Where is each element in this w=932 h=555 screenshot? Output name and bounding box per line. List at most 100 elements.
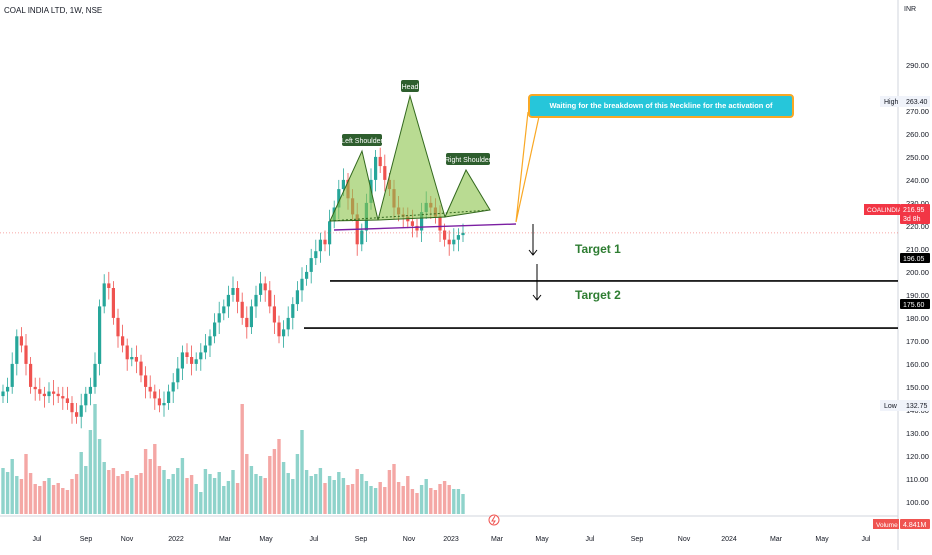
candle-body bbox=[323, 239, 327, 245]
volume-bar bbox=[97, 439, 102, 514]
time-tick-label: Jul bbox=[862, 536, 871, 543]
candle-body bbox=[249, 306, 253, 328]
volume-bar bbox=[277, 439, 281, 514]
volume-bar bbox=[369, 486, 373, 514]
candle-body bbox=[176, 368, 180, 383]
volume-bar bbox=[442, 481, 447, 514]
volume-bar bbox=[162, 470, 166, 514]
volume-bar bbox=[281, 462, 286, 514]
price-tick-label: 200.00 bbox=[906, 268, 929, 277]
volume-bar bbox=[47, 478, 51, 514]
volume-bar bbox=[410, 489, 415, 514]
volume-bar bbox=[245, 454, 249, 514]
volume-bar bbox=[208, 474, 212, 514]
candle-body bbox=[157, 398, 161, 406]
volume-bar bbox=[304, 470, 309, 514]
volume-bar bbox=[5, 472, 10, 514]
time-tick-label: Sep bbox=[80, 536, 93, 543]
time-tick-label: Mar bbox=[491, 536, 504, 543]
right-shoulder-label-box bbox=[446, 153, 490, 165]
candle-body bbox=[254, 294, 258, 307]
volume-bar bbox=[396, 482, 401, 514]
lightning-glyph bbox=[491, 515, 496, 525]
neckline-callout: Waiting for the breakdown of this Neckli… bbox=[528, 94, 794, 130]
volume-bar bbox=[65, 490, 70, 514]
candle-body bbox=[341, 179, 345, 190]
volume-bar bbox=[157, 466, 162, 514]
volume-bar bbox=[254, 474, 258, 514]
volume-bar bbox=[314, 474, 318, 514]
last-price-badge-text: 216.95 bbox=[903, 207, 925, 214]
volume-bar bbox=[309, 476, 313, 514]
volume-bar bbox=[231, 470, 235, 514]
candle-body bbox=[79, 405, 83, 417]
volume-bar bbox=[258, 476, 263, 514]
low-label: Low bbox=[884, 403, 898, 410]
volume-bar bbox=[28, 473, 33, 514]
volume-bar bbox=[383, 487, 387, 514]
volume-bar bbox=[406, 476, 410, 514]
head-label-box bbox=[401, 80, 419, 92]
volume-bar bbox=[143, 449, 148, 514]
time-tick-label: 2022 bbox=[168, 536, 184, 543]
candle-body bbox=[447, 239, 451, 245]
candle-body bbox=[245, 317, 249, 328]
candle-body bbox=[461, 232, 465, 236]
candle-body bbox=[19, 336, 23, 346]
neckline bbox=[333, 223, 517, 231]
volume-bar bbox=[203, 469, 208, 514]
volume-bar bbox=[337, 472, 341, 514]
candle-body bbox=[38, 389, 42, 394]
time-tick-label: Mar bbox=[770, 536, 783, 543]
volume-bar bbox=[452, 489, 456, 514]
volume-bar bbox=[180, 458, 185, 514]
volume-bar bbox=[373, 488, 378, 514]
candle-body bbox=[98, 306, 102, 364]
volume-label: Volume bbox=[876, 522, 898, 529]
price-tick-label: 120.00 bbox=[906, 452, 929, 461]
symbol-badge: COALINDIA bbox=[867, 207, 903, 214]
volume-bar bbox=[1, 468, 5, 514]
candle-body bbox=[134, 357, 138, 362]
candle-body bbox=[383, 166, 387, 180]
candle-body bbox=[410, 221, 414, 226]
volume-bar bbox=[222, 486, 226, 514]
candle-body bbox=[65, 398, 69, 403]
candle-body bbox=[300, 278, 304, 291]
volume-bar bbox=[111, 468, 116, 514]
candle-body bbox=[309, 258, 313, 272]
target-2-badge-text: 175.60 bbox=[903, 302, 925, 309]
candle-body bbox=[378, 156, 382, 167]
price-tick-label: 130.00 bbox=[906, 429, 929, 438]
volume-bar bbox=[415, 493, 419, 514]
time-tick-label: Jul bbox=[586, 536, 595, 543]
volume-bar bbox=[378, 482, 382, 514]
time-tick-label: 2023 bbox=[443, 536, 459, 543]
candle-body bbox=[47, 391, 51, 397]
candle-body bbox=[222, 306, 226, 314]
volume-bar bbox=[249, 466, 254, 514]
volume-bar bbox=[217, 472, 221, 514]
candle-body bbox=[438, 216, 442, 231]
volume-bar bbox=[346, 485, 350, 514]
volume-bar bbox=[318, 468, 323, 514]
volume-bar bbox=[125, 471, 129, 514]
right-shoulder-label: Right Shoulder bbox=[445, 157, 492, 164]
time-tick-label: Jul bbox=[33, 536, 42, 543]
price-tick-label: 160.00 bbox=[906, 360, 929, 369]
candle-body bbox=[130, 357, 134, 360]
volume-bar bbox=[88, 430, 93, 514]
pattern-base-line bbox=[329, 209, 491, 222]
candle-body bbox=[295, 290, 299, 305]
time-tick-label: Nov bbox=[403, 536, 416, 543]
volume-bar bbox=[350, 484, 355, 514]
volume-bar bbox=[323, 483, 327, 514]
candle-body bbox=[443, 230, 447, 240]
candle-body bbox=[360, 230, 364, 245]
target-2-badge-bg bbox=[900, 299, 930, 309]
left-shoulder-label: Left Shoulder bbox=[341, 138, 383, 145]
volume-bar bbox=[235, 483, 240, 514]
candle-body bbox=[33, 386, 37, 390]
